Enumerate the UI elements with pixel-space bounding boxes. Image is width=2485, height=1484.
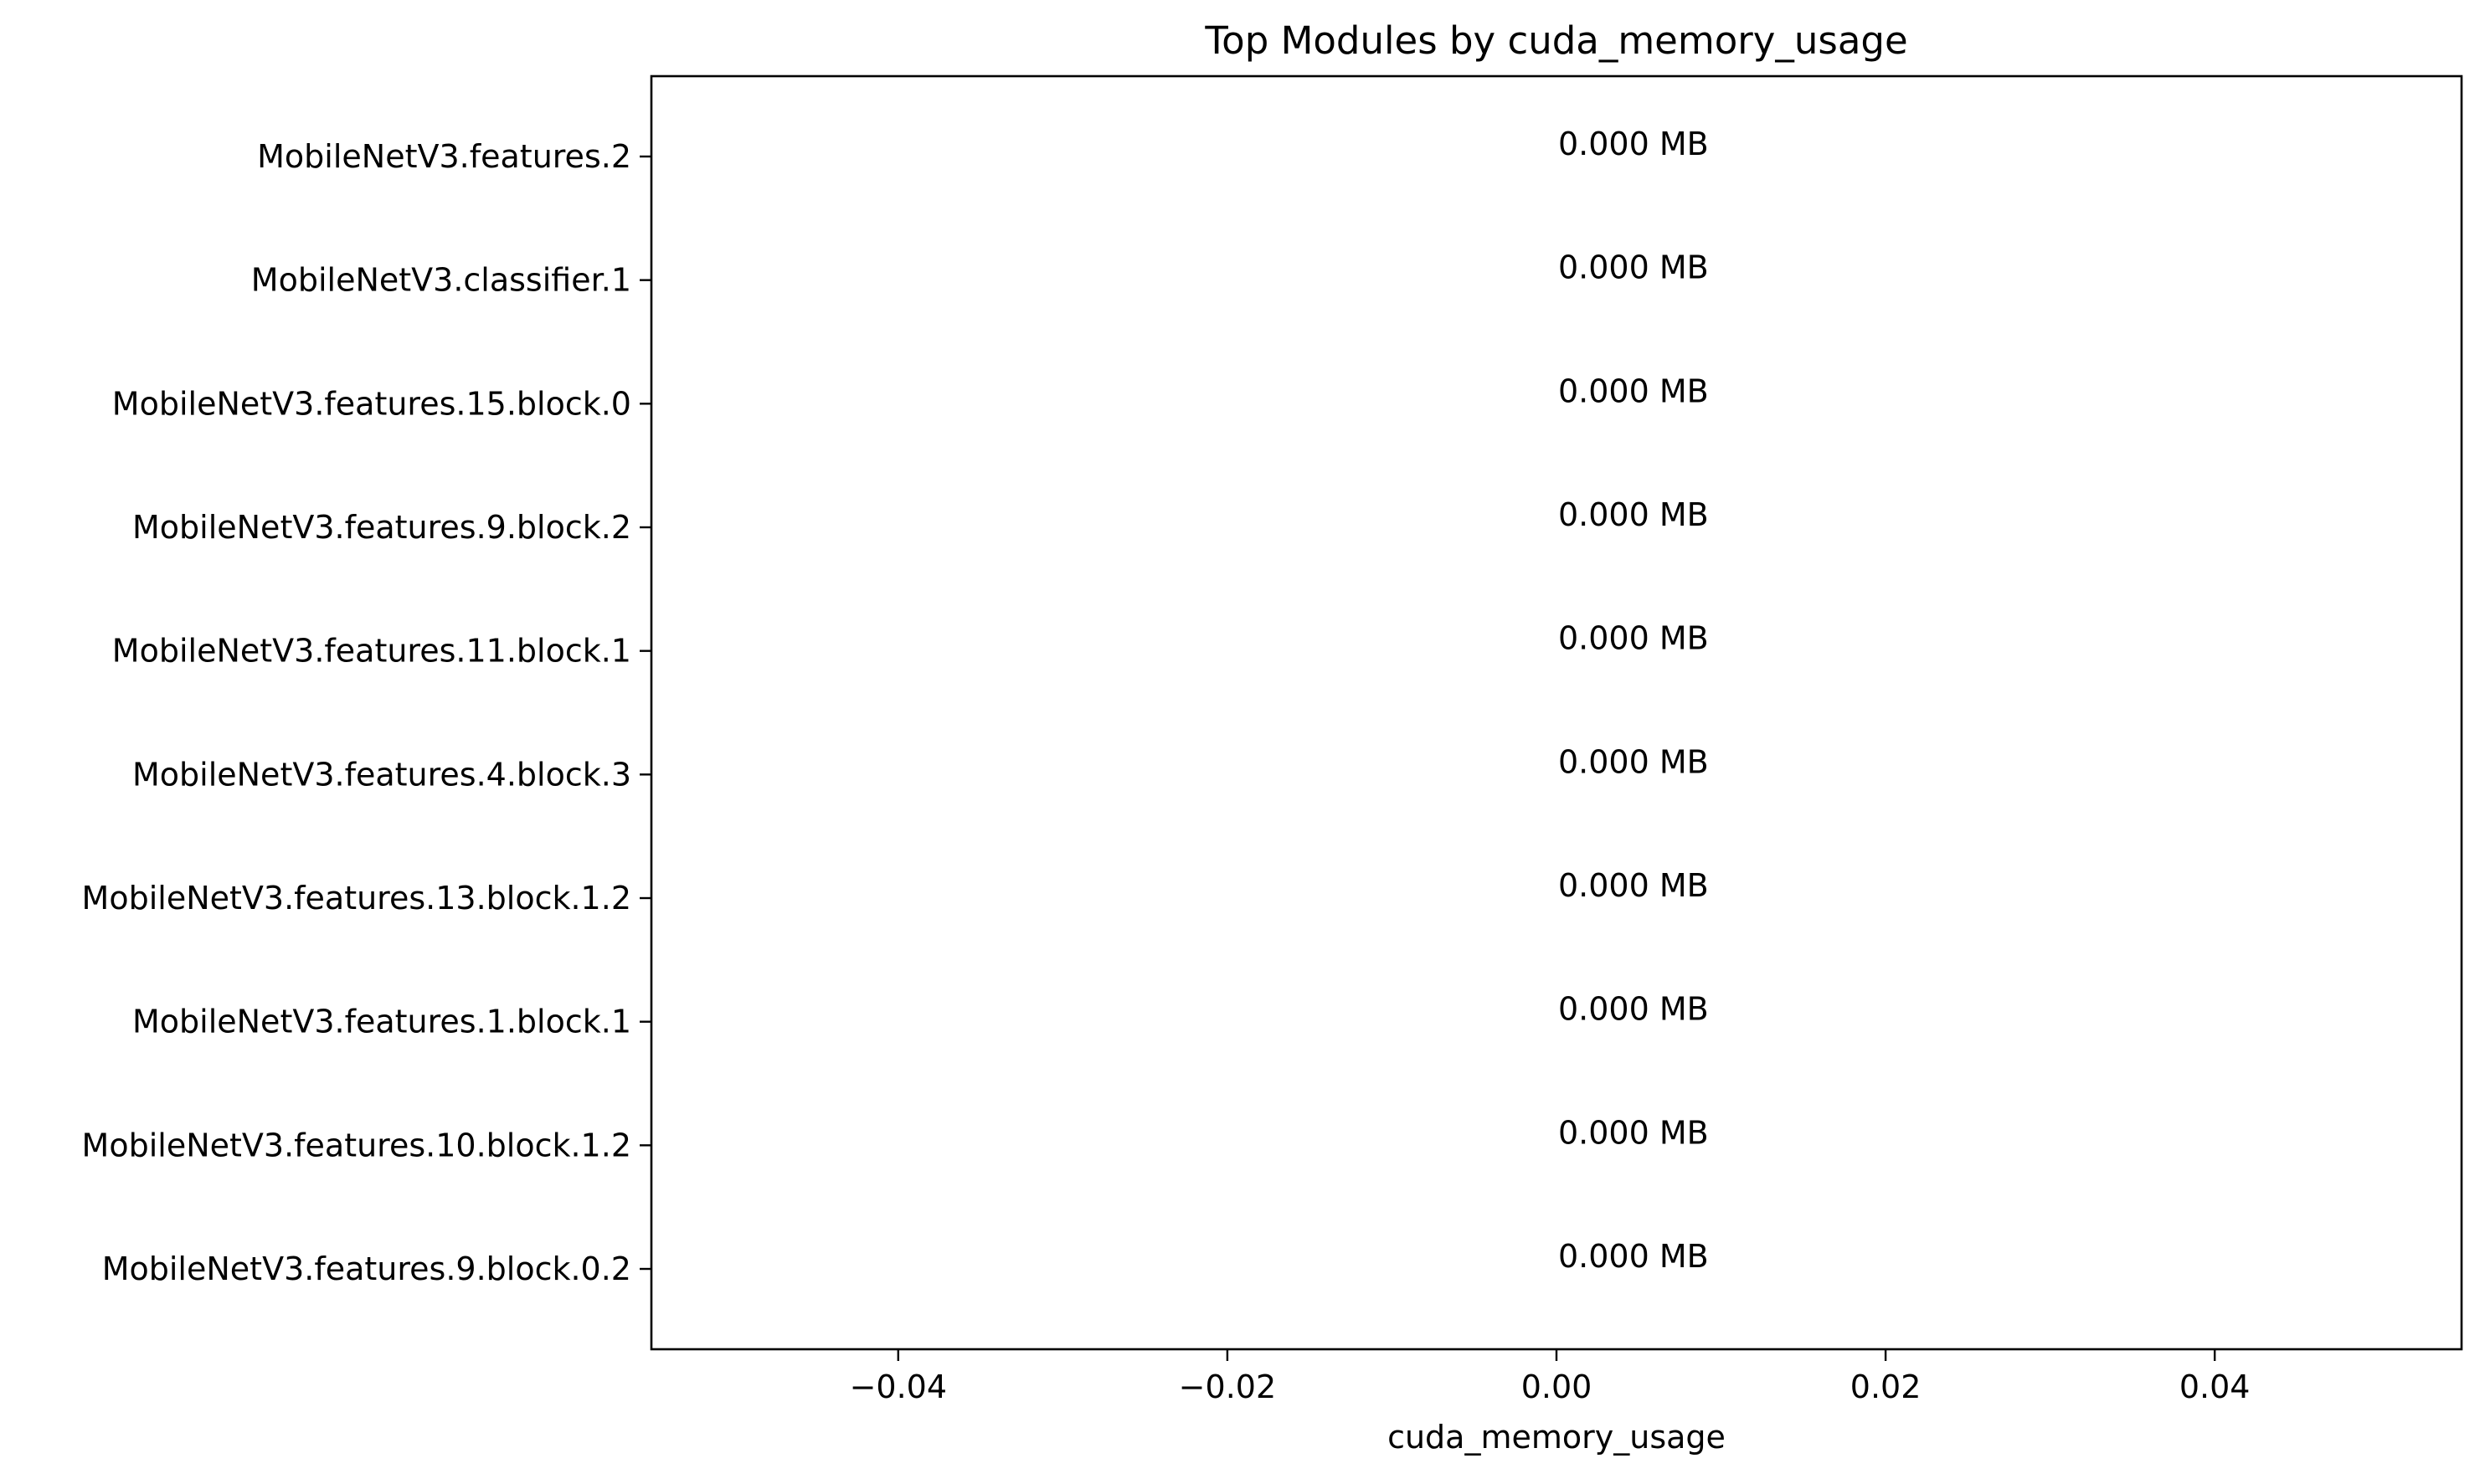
x-axis-label: cuda_memory_usage (1387, 1419, 1726, 1456)
data-labels-group: 0.000 MB 0.000 MB 0.000 MB 0.000 MB 0.000 MB… (1558, 126, 1709, 1275)
bar-value-label: 0.000 MB (1558, 496, 1709, 533)
chart-title: Top Modules by cuda_memory_usage (1204, 18, 1907, 63)
y-tick-label: MobileNetV3.features.9.block.0.2 (102, 1250, 631, 1287)
y-axis: MobileNetV3.features.2 MobileNetV3.classi… (82, 138, 651, 1287)
y-tick-label: MobileNetV3.features.11.block.1 (112, 633, 631, 670)
bar-value-label: 0.000 MB (1558, 1114, 1709, 1151)
bar-value-label: 0.000 MB (1558, 249, 1709, 286)
x-tick-label: 0.00 (1521, 1368, 1592, 1405)
y-tick-label: MobileNetV3.features.9.block.2 (132, 509, 631, 546)
y-tick-label: MobileNetV3.features.1.block.1 (132, 1004, 631, 1040)
x-axis: −0.04 −0.02 0.00 0.02 0.04 (850, 1349, 2251, 1405)
bar-value-label: 0.000 MB (1558, 620, 1709, 657)
bar-value-label: 0.000 MB (1558, 126, 1709, 162)
bar-value-label: 0.000 MB (1558, 1238, 1709, 1275)
bar-value-label: 0.000 MB (1558, 991, 1709, 1028)
bar-value-label: 0.000 MB (1558, 372, 1709, 409)
x-tick-label: −0.02 (1179, 1368, 1276, 1405)
y-tick-label: MobileNetV3.features.13.block.1.2 (82, 880, 631, 917)
bar-value-label: 0.000 MB (1558, 867, 1709, 904)
y-tick-label: MobileNetV3.features.4.block.3 (132, 756, 631, 793)
x-tick-label: 0.02 (1850, 1368, 1922, 1405)
y-tick-label: MobileNetV3.features.15.block.0 (112, 385, 631, 422)
y-tick-label: MobileNetV3.classifier.1 (251, 262, 631, 299)
y-tick-label: MobileNetV3.features.2 (257, 138, 631, 175)
x-tick-label: 0.04 (2179, 1368, 2251, 1405)
bar-value-label: 0.000 MB (1558, 743, 1709, 780)
y-tick-label: MobileNetV3.features.10.block.1.2 (82, 1127, 631, 1163)
x-tick-label: −0.04 (850, 1368, 947, 1405)
